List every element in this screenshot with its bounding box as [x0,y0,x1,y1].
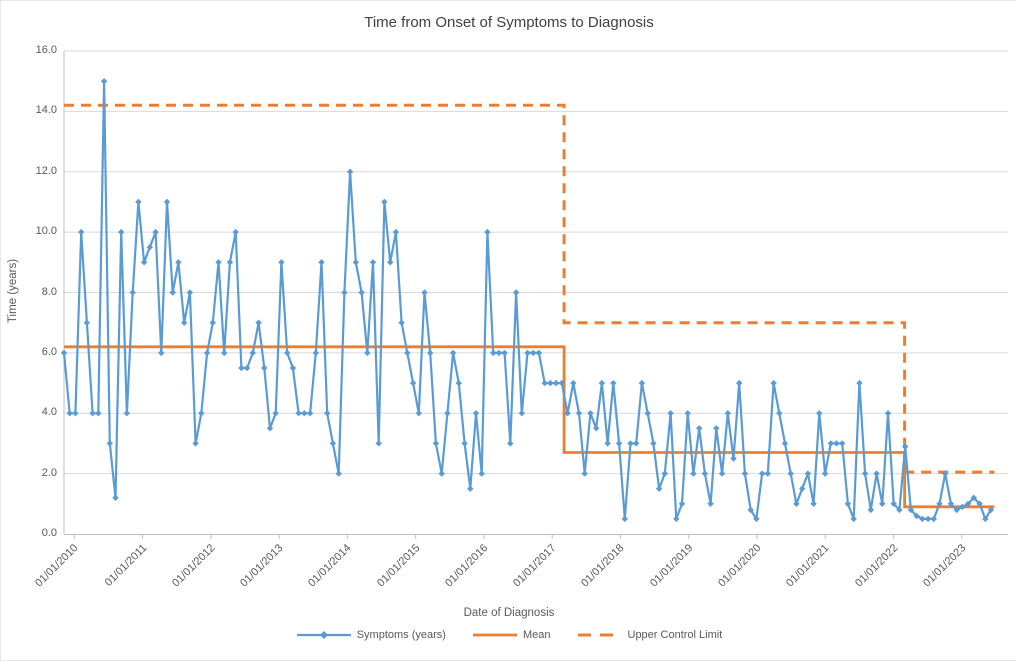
mean-series-swatch [472,633,517,637]
legend: Symptoms (years) Mean Upper Control Limi… [1,629,1016,641]
legend-item-mean[interactable]: Mean [472,629,551,641]
y-tick-label: 16.0 [35,44,57,56]
ucl-line [64,103,995,474]
y-tick-label: 0.0 [41,527,57,539]
y-tick-label: 4.0 [41,406,57,419]
legend-item-symptoms[interactable]: Symptoms (years) [296,629,446,641]
legend-item-ucl[interactable]: Upper Control Limit [577,629,723,641]
y-tick-label: 8.0 [41,285,57,298]
y-tick-label: 10.0 [35,225,57,238]
y-tick-label: 6.0 [41,345,57,358]
chart-title: Time from Onset of Symptoms to Diagnosis [364,14,654,31]
y-tick-label: 14.0 [35,104,57,117]
legend-label-ucl: Upper Control Limit [627,629,723,641]
x-axis-title: Date of Diagnosis [463,607,555,619]
y-tick-label: 2.0 [41,466,57,479]
symptoms-series-markers [60,78,995,523]
ucl-series-swatch [577,633,622,637]
legend-label-mean: Mean [522,629,551,641]
diamond-marker-icon [319,631,328,639]
legend-label-symptoms: Symptoms (years) [356,629,446,641]
y-tick-label: 12.0 [35,164,57,177]
symptoms-series-swatch [296,631,351,639]
